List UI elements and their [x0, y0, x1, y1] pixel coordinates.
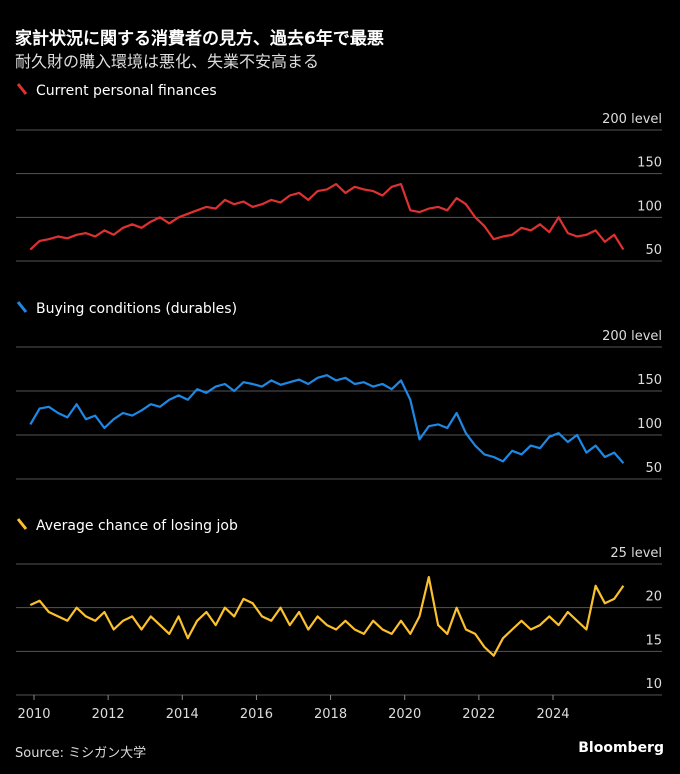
x-tick-label: 2020 [388, 707, 421, 722]
y-tick-label: 10 [645, 677, 662, 692]
x-tick-label: 2014 [166, 707, 199, 722]
y-tick-label: 200 level [602, 112, 662, 127]
legend-swatch [16, 301, 28, 313]
chart-subtitle: 耐久財の購入環境は悪化、失業不安高まる [15, 52, 320, 71]
y-tick-label: 200 level [602, 329, 662, 344]
bloomberg-logo: Bloomberg [578, 740, 664, 756]
x-tick-label: 2022 [462, 707, 495, 722]
x-tick-label: 2024 [536, 707, 569, 722]
y-tick-label: 100 [637, 199, 662, 214]
y-tick-label: 50 [645, 243, 662, 258]
y-tick-label: 50 [645, 461, 662, 476]
source-note: Source: ミシガン大学 [15, 746, 147, 761]
y-tick-label: 100 [637, 417, 662, 432]
chart-title: 家計状況に関する消費者の見方、過去6年で最悪 [15, 29, 384, 49]
legend-label: Average chance of losing job [36, 518, 238, 534]
y-tick-label: 25 level [610, 546, 662, 561]
series-line [29, 183, 625, 251]
series-line [29, 575, 625, 657]
y-tick-label: 150 [637, 156, 662, 171]
legend-label: Current personal finances [36, 83, 217, 99]
legend-swatch [16, 83, 28, 95]
x-tick-label: 2010 [17, 707, 50, 722]
x-tick-label: 2012 [92, 707, 125, 722]
x-tick-label: 2018 [314, 707, 347, 722]
y-tick-label: 20 [645, 590, 662, 605]
x-tick-label: 2016 [240, 707, 273, 722]
y-tick-label: 15 [645, 633, 662, 648]
legend-swatch [16, 518, 28, 530]
y-tick-label: 150 [637, 373, 662, 388]
series-line [29, 374, 625, 464]
legend-label: Buying conditions (durables) [36, 301, 237, 317]
